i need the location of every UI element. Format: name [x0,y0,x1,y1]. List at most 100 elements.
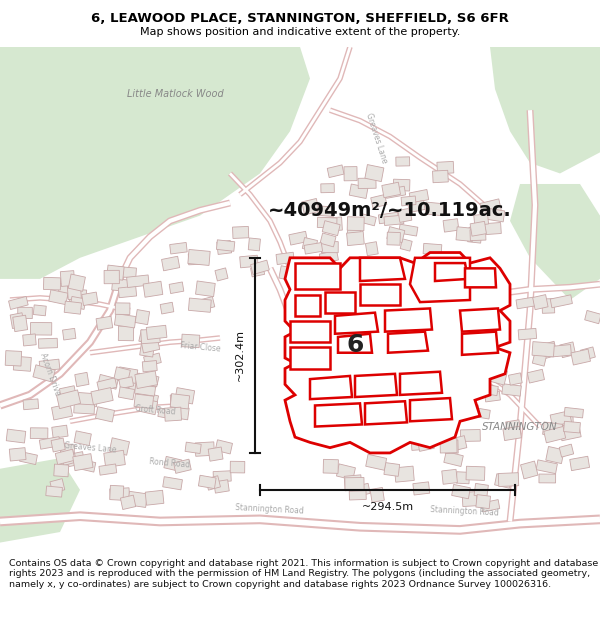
Polygon shape [460,308,500,332]
Bar [188,249,210,266]
Bar [508,373,522,385]
Bar [54,464,69,477]
Bar [175,388,194,404]
Bar [536,460,557,474]
Bar [175,406,189,420]
Text: Stannington Road: Stannington Road [235,503,305,515]
Bar [200,297,215,310]
Text: Greaves: Greaves [419,281,437,314]
Bar [141,337,160,353]
Polygon shape [315,403,362,426]
Bar [49,289,68,304]
Bar [51,438,65,452]
Bar [215,268,228,281]
Bar [40,437,61,449]
Bar [337,464,355,480]
Bar [457,472,470,484]
Polygon shape [388,332,428,352]
Bar [208,447,223,461]
Bar [5,351,22,366]
Bar [559,422,581,441]
Bar [481,222,501,235]
Bar [570,456,590,471]
Bar [494,474,512,488]
Bar [248,238,260,251]
Bar [304,242,323,254]
Bar [485,391,500,402]
Bar [215,440,232,454]
Polygon shape [290,321,330,342]
Bar [466,466,485,481]
Polygon shape [290,348,330,369]
Bar [10,448,26,461]
Bar [470,407,490,419]
Bar [139,330,157,345]
Bar [115,314,136,328]
Bar [78,392,97,407]
Bar [358,178,376,189]
Bar [427,258,441,268]
Bar [139,398,158,415]
Text: Greaves Lane: Greaves Lane [364,112,388,165]
Bar [443,219,459,232]
Bar [506,420,521,436]
Bar [557,417,573,426]
Bar [532,342,554,357]
Bar [382,182,401,198]
Bar [321,184,334,192]
Bar [163,477,182,490]
Polygon shape [360,258,405,281]
Polygon shape [465,268,496,288]
Bar [467,228,482,243]
Bar [384,215,404,226]
Bar [479,261,496,275]
Bar [128,491,148,508]
Bar [75,372,89,387]
Bar [384,270,402,284]
Bar [544,426,566,443]
Bar [134,394,154,409]
Polygon shape [0,47,310,279]
Text: Cliff Rd: Cliff Rd [286,309,304,338]
Bar [104,450,125,468]
Bar [395,466,414,482]
Bar [527,369,544,383]
Bar [344,475,362,491]
Bar [487,366,508,385]
Bar [327,165,344,177]
Bar [347,225,361,237]
Bar [442,469,457,484]
Bar [359,214,376,226]
Bar [322,221,340,236]
Polygon shape [338,334,372,352]
Bar [349,184,368,199]
Bar [68,274,85,291]
Bar [181,334,200,348]
Bar [43,278,61,290]
Bar [411,439,428,451]
Text: Contains OS data © Crown copyright and database right 2021. This information is : Contains OS data © Crown copyright and d… [9,559,598,589]
Bar [23,334,36,346]
Bar [55,449,75,464]
Bar [52,425,68,438]
Bar [289,231,308,245]
Polygon shape [410,398,452,421]
Text: ~294.5m: ~294.5m [361,503,413,512]
Bar [470,221,487,236]
Bar [110,486,124,500]
Bar [185,442,201,454]
Bar [173,459,191,473]
Bar [135,309,149,324]
Bar [20,452,37,464]
Bar [169,282,184,294]
Bar [195,442,214,456]
Bar [23,399,38,410]
Bar [118,326,134,341]
Bar [302,238,317,251]
Bar [160,302,174,314]
Bar [251,266,265,277]
Bar [170,394,190,409]
Bar [542,299,555,313]
Bar [31,322,52,335]
Bar [188,253,207,265]
